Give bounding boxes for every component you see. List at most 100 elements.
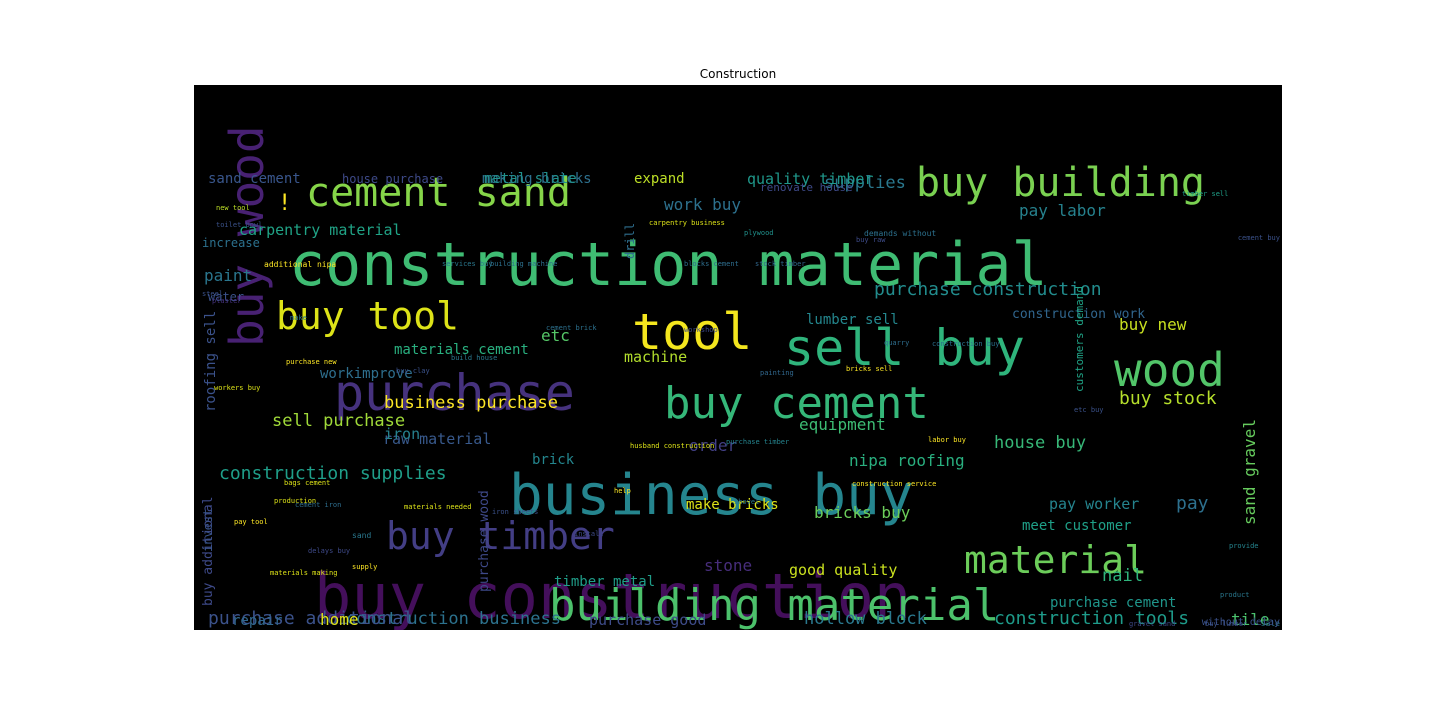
word-workers-buy: workers buy [214,384,261,392]
word-plywood: plywood [744,229,774,237]
word-buy-timber: buy timber [386,514,615,558]
word-renovate-house: renovate house [760,181,853,194]
word-shovel: shovel [734,498,760,506]
word-construction-business: construction business [346,609,561,629]
word-supply: supply [352,563,378,571]
word-house-purchase: house purchase [342,172,444,186]
word-buy-lumber: buy lumber [1205,620,1248,628]
word-buy-clay: buy clay [396,367,430,375]
word-make: make [290,314,307,322]
word-purchase-timber: purchase timber [726,438,790,446]
word-help: help [614,487,631,495]
word-building-machine: building machine [490,260,558,268]
word-quality-timber: quality timber [747,170,874,188]
word-lumber-sell: lumber sell [806,312,899,328]
word-construction-supplies: construction supplies [219,463,447,484]
word-construction-work: construction work [1012,307,1146,322]
word-timber-sell: timber sell [1182,190,1229,198]
word-equipment: equipment [799,415,886,434]
word-buy-tool: buy tool [276,294,460,338]
word-bricks-buy: bricks buy [814,503,911,522]
word-plaster: plaster [212,297,242,305]
word-increase: increase [202,236,260,250]
word-purchase-cement: purchase cement [1050,595,1177,611]
word-meet-customer: meet customer [1022,518,1132,534]
word-pay: pay [1176,493,1209,514]
word-labor-buy: labor buy [928,436,966,444]
word-expand: expand [634,171,685,187]
word-cement-brick: cement brick [546,324,597,332]
word-stock-timber: stock timber [755,260,806,268]
word-sand: sand [352,531,372,540]
word-sand-cement: sand cement [208,171,301,187]
word-drill: drill [623,222,637,259]
word-water: water [208,290,245,304]
word-repair: repair [232,613,283,629]
word-sell-buy: sell buy [784,319,1025,377]
word-cement-buy: cement buy [1237,234,1280,242]
word-good-quality: good quality [789,561,898,579]
word-construction-buy: construction buy [932,340,1000,348]
word-etc-buy: etc buy [1074,406,1104,414]
word-pay-labor: pay labor [1019,201,1106,220]
word-construction-service: construction service [852,480,937,488]
word-nail: nail [1102,566,1143,586]
word-buy-building: buy building [916,160,1205,206]
word-steel: steel [202,290,224,298]
word-bricks-sell: bricks sell [846,365,893,373]
word-machine: machine [624,348,688,366]
word-delays-buy: delays buy [308,547,351,555]
word-sand-gravel: sand gravel [1240,419,1259,525]
word-make-bricks: make bricks [686,497,779,513]
word-gravel-sand: gravel sand [1129,620,1176,628]
word-cloud: construction material buy construction bus… [194,85,1282,630]
word-pay-tool: pay tool [234,518,268,526]
word-buy-raw: buy raw [856,236,886,244]
word-demands-without: demands without [864,229,937,238]
word-purchase-construction: purchase construction [874,279,1102,300]
word-new-tool: new tool [216,204,250,212]
word-workimprove: workimprove [320,366,413,382]
word-buy-cement: buy cement [664,378,929,429]
word-construction-material: construction material [289,230,1048,300]
word-purchase: purchase [334,364,575,422]
word-quarry: quarry [884,339,910,347]
word-provide: provide [1229,542,1259,550]
word-toilet-bowl: toilet bowl [216,221,263,229]
word-house-buy: house buy [994,433,1087,453]
word-sell-purchase: sell purchase [272,411,406,431]
word-additional-nipa: additional nipa [264,260,337,269]
word-bags-cement: bags cement [284,479,331,487]
word-stone: stone [704,556,753,575]
word-mark: ! [278,191,292,216]
word-material: material [964,538,1148,582]
word-timber-metal: timber metal [554,574,656,590]
word-order: order [689,436,738,455]
word-building-material: building material [549,580,1000,630]
word-purchase-wood: purchase wood [477,490,492,592]
word-materials-making: materials making [270,569,338,577]
word-raw-material: raw material [383,430,492,448]
word-wood: wood [1114,343,1225,397]
word-product: product [1220,591,1250,599]
word-roofing-sell: roofing sell [203,310,219,412]
word-pay-worker: pay worker [1049,495,1140,513]
word-tool: tool [632,303,753,361]
word-without-delay: without delay [1201,617,1280,628]
word-cement-sand: cement sand [306,170,571,216]
word-tile: tile [1231,610,1270,629]
word-hollow-block: hollow block [804,609,927,629]
word-work-buy: work buy [664,195,742,214]
word-carpentry-material: carpentry material [239,221,402,239]
word-construction-tools: construction tools [994,608,1190,629]
word-build-house: build house [451,354,498,362]
word-making-bricks: making bricks [482,171,592,187]
word-workshop: workshop [684,326,718,334]
word-husband-construction: husband construction [630,442,715,450]
word-sale: sale [1260,619,1280,628]
word-cement-iron: cement iron [295,501,342,509]
word-materials-needed: materials needed [404,503,472,511]
word-carpentry-business: carpentry business [649,219,725,227]
word-invest: invest [201,508,215,552]
word-business-purchase: business purchase [384,393,558,413]
